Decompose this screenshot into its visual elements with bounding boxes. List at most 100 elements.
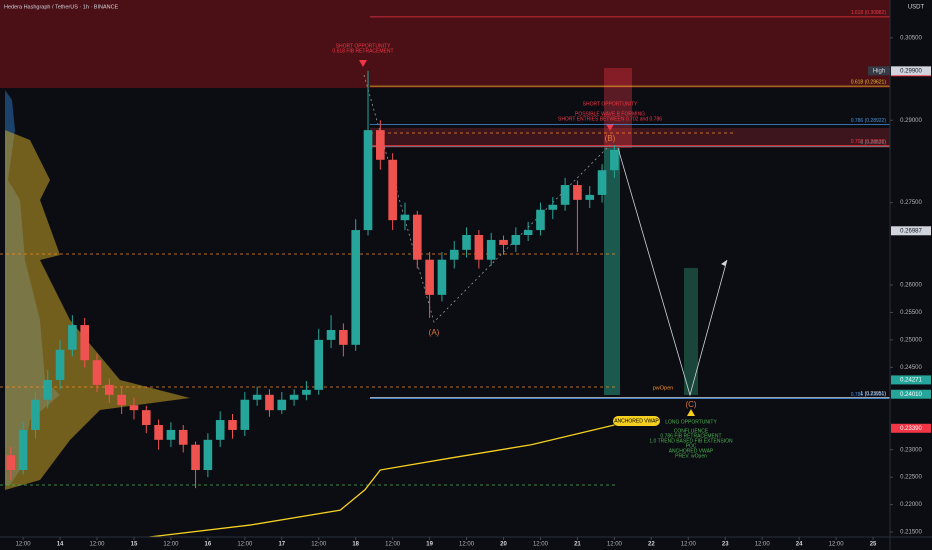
candle-body: [215, 420, 225, 440]
plot-area: 1.618 (0.30882) 0.618 (0.29621) 0.786 (0.2…: [6, 10, 890, 538]
candle-body: [437, 259, 447, 295]
price-tag-box: [868, 66, 890, 76]
candle-body: [462, 235, 471, 250]
price-tag: High: [873, 68, 885, 74]
fib-label: 1 (0.23951): [860, 391, 886, 397]
x-tick-label: 17: [278, 542, 285, 548]
y-tick-label: 0.25500: [900, 310, 922, 316]
x-tick-label: 16: [205, 542, 212, 548]
candle-body: [339, 329, 348, 345]
x-tick-label: 22: [648, 542, 655, 548]
candle-body: [43, 379, 53, 400]
short-position-target: [604, 148, 620, 395]
annotation: SHORT OPPORTUNITY: [583, 101, 638, 107]
fib-label: 0.786 (0.28922): [851, 118, 887, 124]
y-tick-label: 0.26000: [900, 283, 922, 289]
x-tick-label: 20: [500, 542, 507, 548]
annotation: PREV. wOpen: [675, 453, 707, 459]
price-label: 0.23390: [900, 426, 922, 432]
candle-body: [191, 444, 200, 471]
candle-body: [117, 394, 126, 406]
x-tick-label: 12:00: [829, 542, 845, 548]
x-tick-label: 12:00: [237, 542, 253, 548]
price-label: 0.29900: [900, 68, 922, 74]
price-label-box: [891, 66, 931, 76]
y-tick-label: 0.23000: [900, 447, 922, 453]
candle-body: [252, 394, 262, 400]
x-tick-label: 25: [870, 542, 877, 548]
annotation: SHORT OPPORTUNITY: [336, 43, 391, 49]
supply-zone: [0, 0, 890, 88]
projection: [617, 147, 728, 397]
x-tick-label: 12:00: [607, 542, 623, 548]
fib-label: 0.786 (0.23931): [851, 392, 887, 398]
y-tick-label: 0.27500: [900, 200, 922, 206]
candle-body: [105, 384, 114, 395]
candle-body: [548, 204, 558, 210]
candle-body: [18, 429, 28, 471]
candle-body: [523, 230, 533, 236]
candle-body: [265, 394, 274, 411]
candle-body: [400, 214, 410, 221]
price-label-box: [891, 226, 931, 236]
x-tick-label: 12:00: [755, 542, 771, 548]
y-tick-label: 0.29000: [900, 118, 922, 124]
annotation: 1.0 TREND BASED FIB EXTENSION: [649, 438, 733, 444]
candle-body: [154, 424, 163, 440]
y-tick-label: 0.30500: [900, 35, 922, 41]
annotation: pwOpen: [653, 385, 674, 391]
x-tick-label: 19: [426, 542, 433, 548]
vwap-pill: [613, 416, 660, 426]
candle-body: [376, 130, 385, 160]
x-tick-label: 12:00: [311, 542, 327, 548]
short-position-stop: [604, 68, 632, 148]
x-tick-label: 15: [131, 542, 138, 548]
annotation: LONG OPPORTUNITY: [665, 419, 717, 425]
price-label-box: [891, 389, 931, 399]
annotation: POSSIBLE WAVE B FORMING: [575, 111, 645, 117]
y-tick-label: 0.21500: [900, 530, 922, 536]
x-tick-label: 18: [352, 542, 359, 548]
annotation: POC: [686, 443, 697, 449]
candle-body: [388, 159, 397, 221]
entry-zone: [370, 128, 890, 148]
candle-body: [129, 405, 139, 411]
candle-body: [499, 239, 508, 245]
x-tick-label: 12:00: [459, 542, 475, 548]
candle-body: [412, 214, 422, 260]
fib-label: 0.702 (0.28538): [851, 139, 887, 145]
annotation: 0.786 FIB RETRACEMENT: [660, 433, 721, 439]
wave-label: (B): [605, 134, 616, 143]
y-tick-label: 0.22000: [900, 502, 922, 508]
x-tick-label: 14: [57, 542, 64, 548]
x-tick-label: 12:00: [16, 542, 32, 548]
candle-body: [289, 394, 299, 400]
candle-body: [277, 399, 287, 411]
candle-body: [449, 249, 459, 260]
candle-body: [573, 185, 582, 200]
x-tick-label: 23: [722, 542, 729, 548]
candle-body: [474, 235, 484, 260]
candle-body: [486, 239, 496, 260]
candle-body: [326, 329, 336, 340]
y-tick-label: 0.22500: [900, 475, 922, 481]
vwap-line: [149, 424, 615, 538]
candle-body: [31, 399, 40, 430]
wave-line: [363, 74, 611, 323]
candle-body: [610, 149, 619, 171]
x-tick-label: 12:00: [89, 542, 105, 548]
price-label: 0.26987: [900, 228, 922, 234]
candle-body: [597, 170, 607, 195]
fib-label: 0 (0.28521): [860, 140, 886, 146]
x-tick-label: 12:00: [533, 542, 549, 548]
candle-body: [511, 235, 521, 245]
annotations: Hedera Hashgraph / TetherUS · 1h · BINAN…: [4, 4, 924, 459]
candle-body: [68, 325, 77, 350]
candle-body: [166, 429, 176, 440]
vwap-label: ANCHORED VWAP: [614, 418, 659, 424]
candle-body: [425, 259, 434, 295]
x-tick-label: 12:00: [163, 542, 179, 548]
